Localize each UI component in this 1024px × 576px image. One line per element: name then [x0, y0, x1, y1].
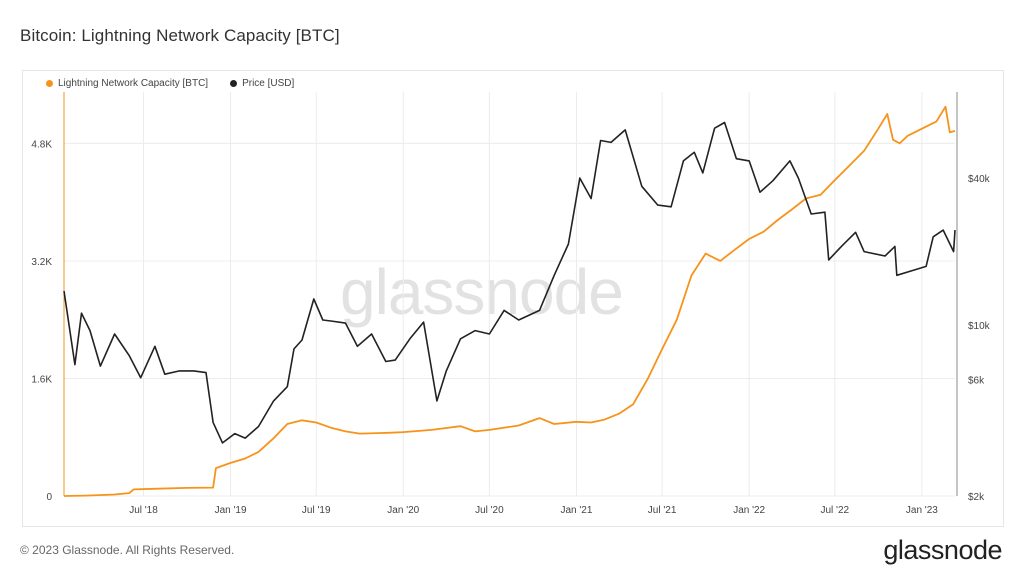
- y-left-tick-label: 1.6K: [31, 374, 52, 385]
- legend-capacity-label: Lightning Network Capacity [BTC]: [58, 78, 209, 89]
- x-tick-label: Jan '20: [387, 505, 419, 516]
- brand-logo: glassnode: [883, 535, 1002, 565]
- chart-title: Bitcoin: Lightning Network Capacity [BTC…: [20, 26, 340, 45]
- price-series-line: [63, 121, 956, 444]
- y-right-tick-label: $40k: [968, 174, 991, 185]
- y-left-tick-label: 4.8K: [31, 139, 52, 150]
- y-right-tick-label: $6k: [968, 375, 985, 386]
- capacity-series-line: [63, 105, 956, 497]
- y-right-tick-label: $2k: [968, 492, 985, 503]
- legend-item-capacity[interactable]: Lightning Network Capacity [BTC]: [46, 78, 208, 89]
- copyright-text: © 2023 Glassnode. All Rights Reserved.: [20, 543, 235, 557]
- x-tick-label: Jul '20: [475, 505, 504, 516]
- legend: Lightning Network Capacity [BTC] Price […: [46, 78, 294, 89]
- x-tick-label: Jul '18: [129, 505, 158, 516]
- x-tick-label: Jul '22: [821, 505, 850, 516]
- x-tick-label: Jul '19: [302, 505, 331, 516]
- x-tick-label: Jan '21: [560, 505, 592, 516]
- x-tick-label: Jan '19: [215, 505, 247, 516]
- y-left-tick-label: 0: [46, 492, 52, 503]
- legend-price-label: Price [USD]: [242, 78, 295, 89]
- x-tick-label: Jul '21: [648, 505, 677, 516]
- y-left-tick-label: 3.2K: [31, 257, 52, 268]
- legend-capacity-dot: [46, 80, 53, 87]
- legend-price-dot: [230, 80, 238, 87]
- x-tick-label: Jan '23: [906, 505, 938, 516]
- chart-frame: [22, 70, 1004, 527]
- legend-item-price[interactable]: Price [USD]: [230, 78, 294, 89]
- y-right-tick-label: $10k: [968, 321, 991, 332]
- x-tick-label: Jan '22: [733, 505, 765, 516]
